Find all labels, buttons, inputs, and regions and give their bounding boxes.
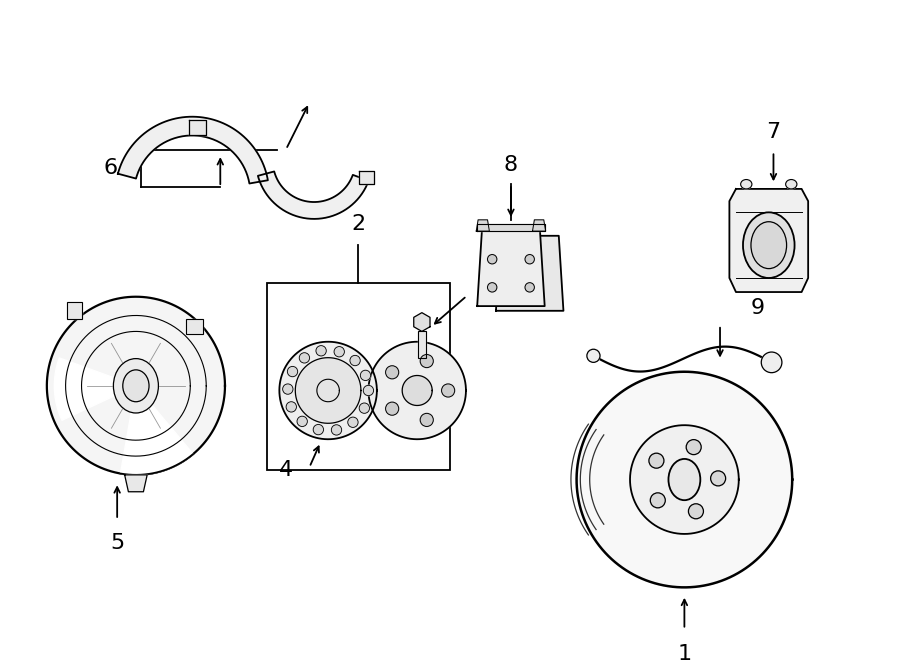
Circle shape (313, 424, 323, 435)
Polygon shape (368, 342, 466, 440)
Circle shape (385, 366, 399, 379)
Circle shape (525, 283, 535, 292)
Circle shape (525, 254, 535, 264)
Circle shape (420, 354, 433, 368)
Bar (186, 319, 203, 334)
Polygon shape (477, 223, 544, 231)
Polygon shape (533, 220, 545, 231)
Circle shape (334, 346, 345, 357)
Ellipse shape (669, 459, 700, 500)
Text: 8: 8 (504, 155, 518, 175)
Circle shape (287, 366, 298, 377)
Text: 9: 9 (751, 298, 765, 319)
Circle shape (686, 440, 701, 455)
Circle shape (360, 370, 371, 381)
Circle shape (331, 425, 342, 435)
Bar (267, 283, 450, 470)
Polygon shape (414, 313, 430, 331)
Polygon shape (295, 358, 361, 423)
Circle shape (364, 385, 374, 396)
Circle shape (442, 384, 454, 397)
Circle shape (300, 353, 310, 363)
Polygon shape (729, 189, 808, 292)
Circle shape (688, 504, 704, 519)
Circle shape (587, 349, 600, 362)
Polygon shape (476, 220, 490, 231)
Polygon shape (402, 375, 432, 405)
Circle shape (761, 352, 782, 373)
Polygon shape (47, 297, 225, 475)
Polygon shape (54, 358, 136, 420)
Bar (418, 331, 426, 358)
Circle shape (347, 417, 358, 428)
Ellipse shape (751, 221, 787, 268)
Polygon shape (630, 425, 739, 534)
Circle shape (359, 403, 370, 413)
Ellipse shape (122, 370, 149, 402)
Polygon shape (118, 117, 268, 184)
Circle shape (283, 384, 293, 394)
Circle shape (350, 356, 360, 366)
Polygon shape (496, 236, 563, 311)
Ellipse shape (741, 180, 751, 189)
Text: 4: 4 (279, 459, 293, 480)
Text: 3: 3 (476, 276, 491, 296)
Circle shape (316, 346, 327, 356)
Ellipse shape (786, 180, 796, 189)
Text: 7: 7 (767, 122, 780, 142)
Circle shape (488, 254, 497, 264)
Bar (418, 331, 426, 358)
Text: 2: 2 (351, 214, 365, 234)
Polygon shape (125, 475, 148, 492)
Polygon shape (189, 120, 206, 135)
Polygon shape (258, 171, 369, 219)
Bar (186, 319, 203, 334)
Circle shape (711, 471, 725, 486)
Bar (67, 302, 82, 319)
Circle shape (420, 413, 433, 426)
Circle shape (286, 402, 296, 412)
Text: 6: 6 (103, 158, 117, 178)
Polygon shape (121, 386, 194, 475)
Circle shape (488, 283, 497, 292)
Polygon shape (477, 231, 544, 306)
Bar (67, 302, 82, 319)
Circle shape (651, 493, 665, 508)
Polygon shape (279, 342, 377, 440)
Circle shape (385, 402, 399, 415)
Polygon shape (359, 171, 374, 184)
Ellipse shape (743, 212, 795, 278)
Polygon shape (577, 371, 792, 588)
Ellipse shape (113, 359, 158, 413)
Circle shape (297, 416, 308, 426)
Text: 1: 1 (678, 644, 691, 661)
Text: 5: 5 (110, 533, 124, 553)
Circle shape (649, 453, 664, 468)
